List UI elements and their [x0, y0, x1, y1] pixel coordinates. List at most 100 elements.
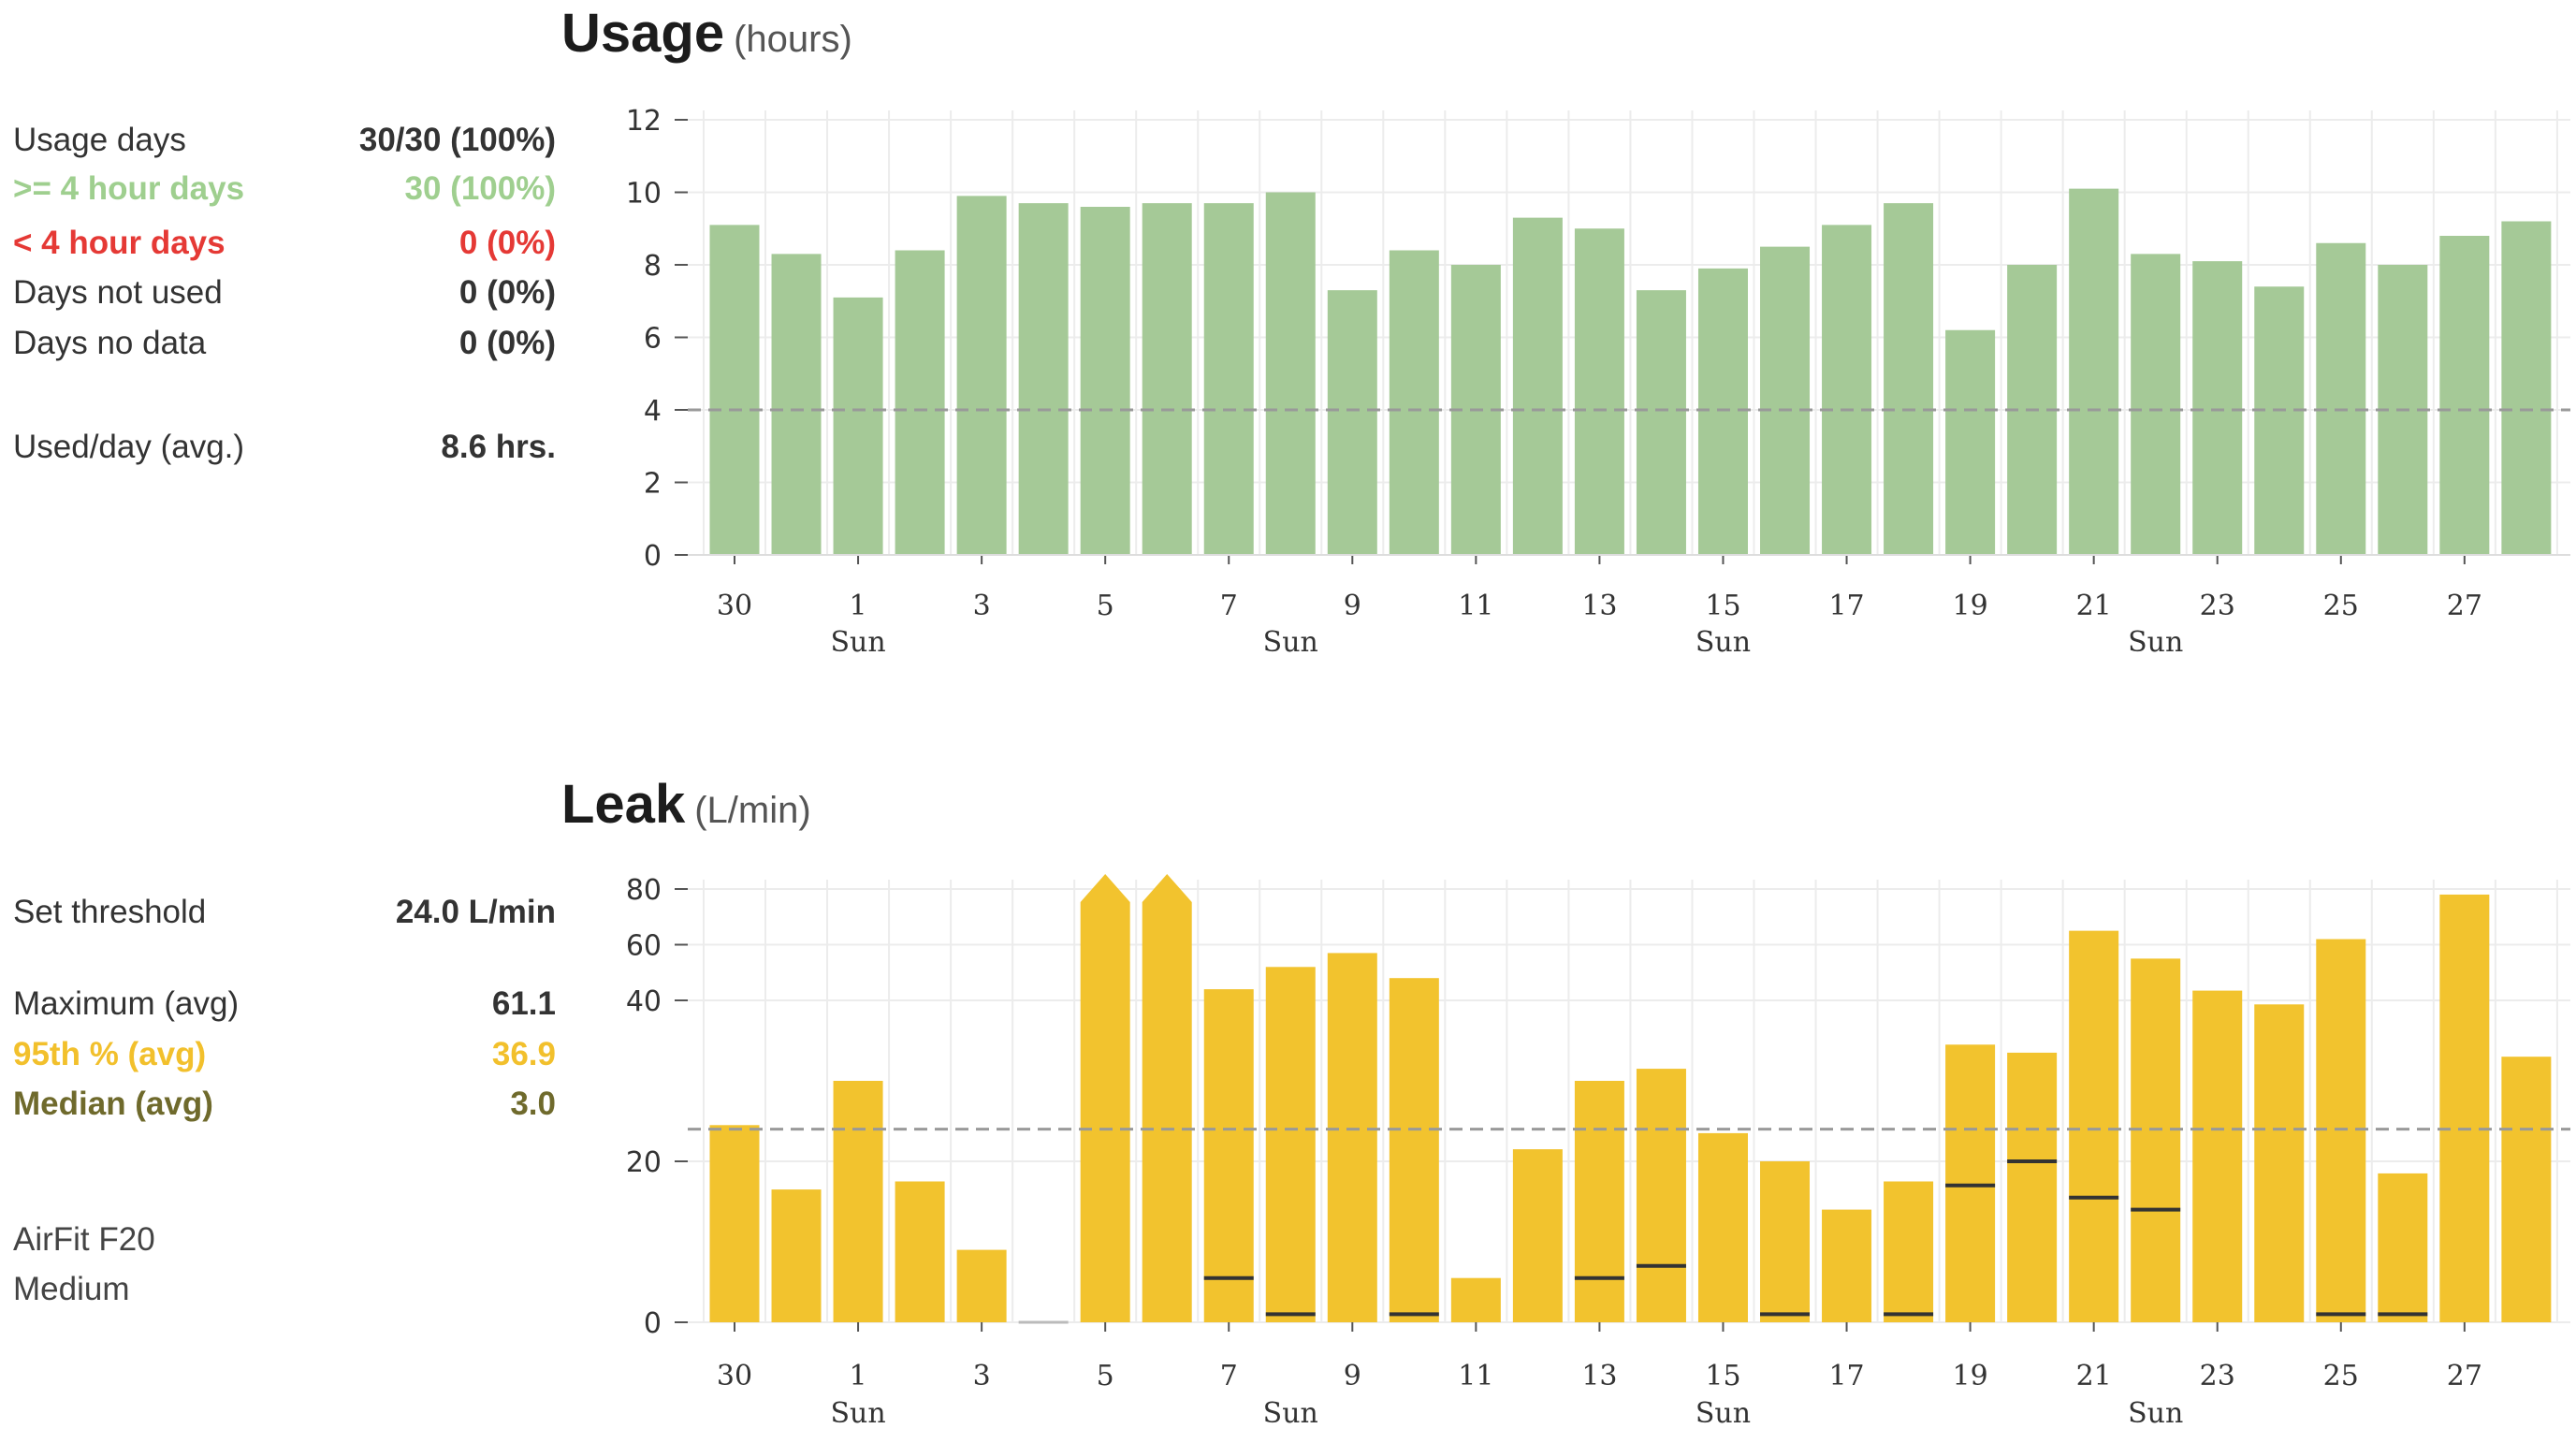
- x-tick-label: 17: [1828, 1360, 1864, 1392]
- usage-bar: [895, 250, 945, 555]
- usage-stat-label: Usage days: [13, 122, 186, 158]
- usage-bar: [1884, 203, 1934, 555]
- y-tick-label: 0: [644, 540, 662, 573]
- leak-stat-row: Maximum (avg) 61.1: [13, 985, 556, 1032]
- leak-title-text: Leak: [561, 774, 686, 835]
- x-sub-label: Sun: [830, 626, 885, 659]
- leak-bar-overflow: [1080, 874, 1130, 1322]
- leak-bar: [2378, 1173, 2428, 1322]
- x-sub-label: Sun: [1263, 1397, 1318, 1430]
- x-tick-label: 19: [1953, 1360, 1988, 1392]
- usage-bar: [2192, 261, 2243, 555]
- usage-stat-row: >= 4 hour days 30 (100%): [13, 170, 556, 217]
- mask-size: Medium: [13, 1271, 130, 1307]
- usage-bar: [833, 297, 883, 555]
- leak-bar: [1450, 1277, 1501, 1322]
- x-sub-label: Sun: [2128, 626, 2183, 659]
- leak-bar: [956, 1249, 1007, 1322]
- x-tick-label: 15: [1705, 1360, 1740, 1392]
- usage-bar: [2069, 188, 2119, 555]
- y-tick-label: 10: [626, 178, 662, 211]
- usage-bar: [1265, 192, 1316, 555]
- leak-bar: [2439, 894, 2490, 1322]
- mask-name: AirFit F20: [13, 1221, 155, 1258]
- y-tick-label: 60: [626, 930, 662, 963]
- usage-stat-row: Days no data 0 (0%): [13, 325, 556, 372]
- usage-bar: [1945, 329, 1996, 555]
- usage-bar: [1142, 203, 1192, 555]
- leak-bar: [2501, 1057, 2552, 1322]
- leak-bar: [1884, 1181, 1934, 1322]
- x-tick-label: 7: [1220, 1360, 1238, 1392]
- y-tick-label: 40: [626, 985, 662, 1018]
- x-tick-label: 9: [1344, 590, 1361, 622]
- leak-bar: [2192, 990, 2243, 1322]
- y-tick-label: 2: [644, 468, 662, 501]
- x-tick-label: 5: [1097, 1360, 1114, 1392]
- usage-stat-label: < 4 hour days: [13, 225, 226, 261]
- leak-bar: [1636, 1069, 1686, 1322]
- leak-bar: [1574, 1081, 1624, 1322]
- leak-bar: [2069, 930, 2119, 1322]
- x-tick-label: 30: [717, 590, 752, 622]
- usage-bar: [1760, 246, 1811, 555]
- x-tick-label: 27: [2447, 1360, 2482, 1392]
- x-tick-label: 9: [1344, 1360, 1361, 1392]
- x-tick-label: 15: [1705, 590, 1740, 622]
- x-tick-label: 19: [1953, 590, 1988, 622]
- x-tick-label: 25: [2323, 590, 2359, 622]
- x-sub-label: Sun: [1696, 626, 1751, 659]
- leak-bar: [2007, 1052, 2058, 1322]
- leak-stat-value: 36.9: [491, 1036, 556, 1072]
- x-tick-label: 5: [1097, 590, 1114, 622]
- usage-stat-label: Days not used: [13, 274, 223, 311]
- usage-stat-label: >= 4 hour days: [13, 170, 245, 207]
- y-tick-label: 12: [626, 105, 662, 138]
- x-tick-label: 13: [1581, 1360, 1617, 1392]
- usage-stat-value: 30 (100%): [404, 170, 556, 207]
- leak-bar: [1389, 978, 1439, 1322]
- usage-unit: (hours): [734, 19, 852, 60]
- usage-stat-value: 30/30 (100%): [358, 122, 556, 158]
- x-tick-label: 23: [2200, 590, 2235, 622]
- usage-stat-label: Days no data: [13, 325, 207, 361]
- leak-stat-label: 95th % (avg): [13, 1036, 207, 1072]
- leak-bar: [709, 1125, 760, 1322]
- leak-bar: [2131, 958, 2181, 1322]
- usage-bar: [1018, 203, 1069, 555]
- usage-bar: [1822, 225, 1872, 555]
- x-tick-label: 3: [973, 590, 991, 622]
- leak-stat-label: Set threshold: [13, 894, 207, 930]
- y-tick-label: 20: [626, 1146, 662, 1179]
- leak-bar: [1203, 989, 1254, 1322]
- usage-stat-row: Used/day (avg.) 8.6 hrs.: [13, 429, 556, 475]
- usage-bar: [1512, 217, 1563, 555]
- usage-bar: [1636, 290, 1686, 555]
- leak-stat-label: Maximum (avg): [13, 985, 240, 1022]
- x-tick-label: 11: [1458, 1360, 1493, 1392]
- x-tick-label: 13: [1581, 590, 1617, 622]
- usage-title: Usage (hours): [561, 2, 852, 65]
- usage-bar: [2501, 221, 2552, 555]
- usage-title-text: Usage: [561, 3, 725, 64]
- x-tick-label: 23: [2200, 1360, 2235, 1392]
- usage-bar: [1203, 203, 1254, 555]
- usage-bar: [1389, 250, 1439, 555]
- x-tick-label: 27: [2447, 590, 2482, 622]
- leak-stat-value: 24.0 L/min: [395, 894, 556, 930]
- usage-bar: [771, 254, 822, 555]
- usage-stat-label: Used/day (avg.): [13, 429, 245, 465]
- x-tick-label: 1: [850, 1360, 867, 1392]
- leak-bar: [833, 1081, 883, 1322]
- usage-stat-value: 0 (0%): [458, 325, 556, 361]
- leak-bar: [771, 1189, 822, 1322]
- leak-bar: [1327, 953, 1377, 1322]
- leak-unit: (L/min): [694, 790, 811, 831]
- usage-stat-value: 0 (0%): [458, 274, 556, 311]
- usage-bar: [2316, 242, 2366, 555]
- leak-bar-overflow: [1142, 874, 1192, 1322]
- leak-bar: [1697, 1132, 1748, 1322]
- leak-bar: [1822, 1209, 1872, 1322]
- leak-stat-row: Set threshold 24.0 L/min: [13, 894, 556, 940]
- leak-bar: [1512, 1149, 1563, 1322]
